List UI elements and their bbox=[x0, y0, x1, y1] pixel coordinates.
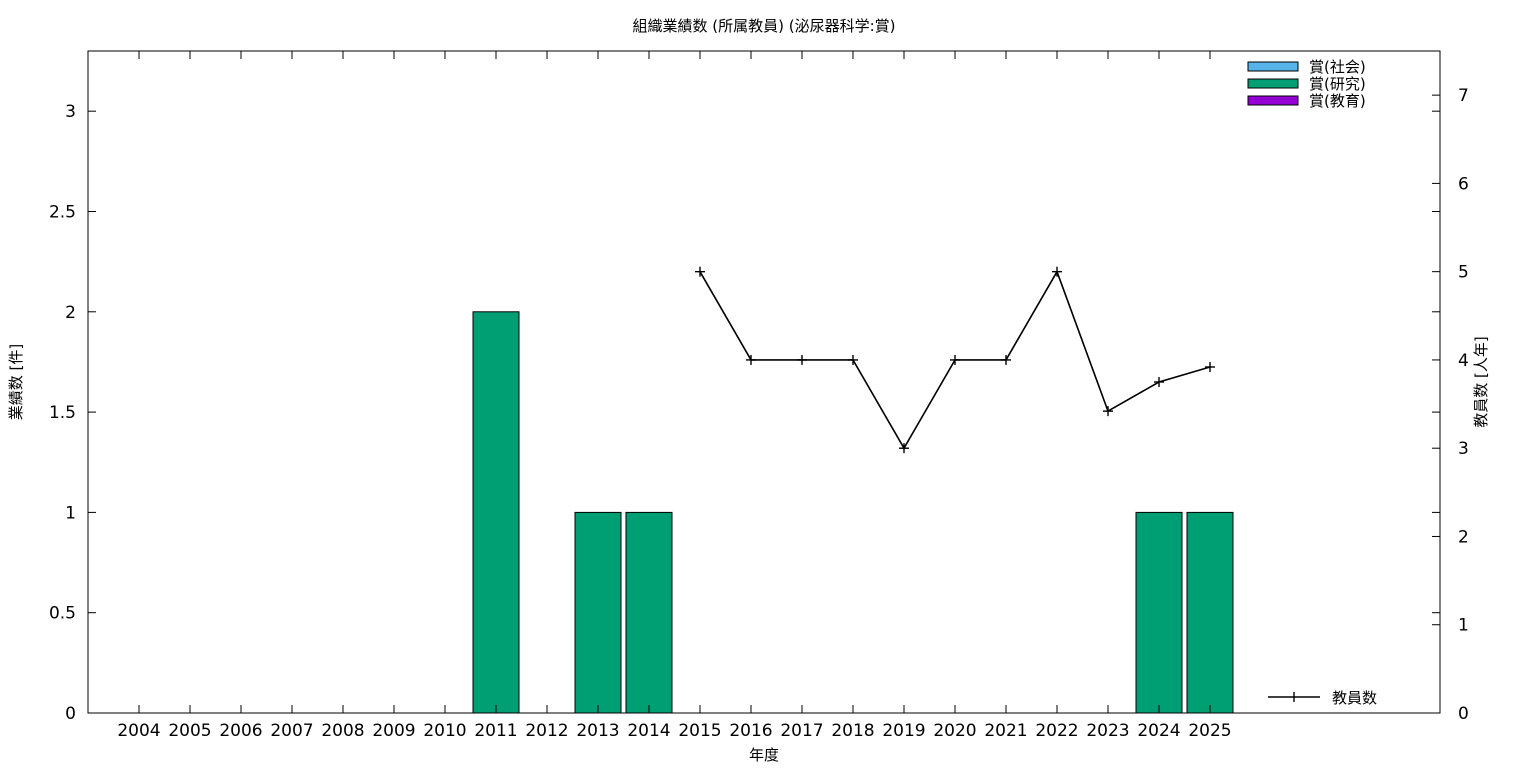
x-tick-label: 2004 bbox=[117, 721, 160, 741]
legend-swatch bbox=[1247, 61, 1299, 72]
line-point bbox=[1001, 354, 1011, 365]
y-tick-label: 1 bbox=[65, 503, 76, 523]
x-tick-label: 2022 bbox=[1035, 721, 1078, 741]
x-tick-label: 2008 bbox=[321, 721, 364, 741]
line-point bbox=[797, 354, 807, 365]
x-tick-label: 2025 bbox=[1188, 721, 1231, 741]
x-tick-label: 2021 bbox=[984, 721, 1027, 741]
bar bbox=[574, 511, 622, 714]
x-tick-label: 2018 bbox=[831, 721, 874, 741]
y2-tick-label: 6 bbox=[1458, 174, 1469, 194]
legend-label: 賞(研究) bbox=[1309, 75, 1366, 93]
bar bbox=[1135, 511, 1183, 714]
y-tick-label: 2 bbox=[65, 303, 76, 323]
legend-label: 賞(教育) bbox=[1309, 92, 1366, 110]
x-tick-label: 2023 bbox=[1086, 721, 1129, 741]
x-tick-label: 2016 bbox=[729, 721, 772, 741]
line-point bbox=[746, 354, 756, 365]
line-point bbox=[1103, 406, 1113, 417]
y2-tick-label: 4 bbox=[1458, 351, 1469, 371]
bar bbox=[472, 311, 520, 714]
legend-swatch bbox=[1247, 78, 1299, 89]
x-axis-label: 年度 bbox=[749, 746, 779, 764]
line-point bbox=[899, 443, 909, 454]
x-tick-label: 2017 bbox=[780, 721, 823, 741]
y-tick-label: 1.5 bbox=[49, 403, 76, 423]
x-tick-label: 2006 bbox=[219, 721, 262, 741]
x-tick-label: 2007 bbox=[270, 721, 313, 741]
legend-label: 教員数 bbox=[1332, 689, 1377, 707]
y-tick-label: 2.5 bbox=[49, 202, 76, 222]
y-tick-label: 3 bbox=[65, 102, 76, 122]
y2-tick-label: 0 bbox=[1458, 704, 1469, 724]
line-point bbox=[1205, 361, 1215, 372]
plot-frame bbox=[87, 50, 1441, 714]
y2-tick-label: 1 bbox=[1458, 616, 1469, 636]
legend-label: 賞(社会) bbox=[1309, 58, 1366, 76]
y-tick-label: 0.5 bbox=[49, 604, 76, 624]
line-point bbox=[695, 266, 705, 277]
y2-tick-label: 7 bbox=[1458, 86, 1469, 106]
x-tick-label: 2012 bbox=[525, 721, 568, 741]
y2-axis-label: 教員数 [人年] bbox=[1472, 336, 1490, 427]
x-tick-label: 2013 bbox=[576, 721, 619, 741]
line-point bbox=[1052, 266, 1062, 277]
x-tick-label: 2020 bbox=[933, 721, 976, 741]
x-tick-label: 2014 bbox=[627, 721, 670, 741]
bar bbox=[1186, 511, 1234, 714]
x-tick-label: 2010 bbox=[423, 721, 466, 741]
line-point bbox=[950, 354, 960, 365]
x-tick-label: 2005 bbox=[168, 721, 211, 741]
y2-tick-label: 3 bbox=[1458, 439, 1469, 459]
y-tick-label: 0 bbox=[65, 704, 76, 724]
x-tick-label: 2009 bbox=[372, 721, 415, 741]
x-tick-label: 2019 bbox=[882, 721, 925, 741]
line-point bbox=[848, 354, 858, 365]
x-tick-label: 2015 bbox=[678, 721, 721, 741]
x-tick-label: 2011 bbox=[474, 721, 517, 741]
bar bbox=[625, 511, 673, 714]
y2-tick-label: 5 bbox=[1458, 263, 1469, 283]
y2-tick-label: 2 bbox=[1458, 527, 1469, 547]
chart-title: 組織業績数 (所属教員) (泌尿器科学:賞) bbox=[633, 17, 896, 35]
legend-swatch bbox=[1247, 95, 1299, 106]
y-axis-label: 業績数 [件] bbox=[7, 344, 25, 420]
x-tick-label: 2024 bbox=[1137, 721, 1180, 741]
line-point bbox=[1154, 377, 1164, 387]
